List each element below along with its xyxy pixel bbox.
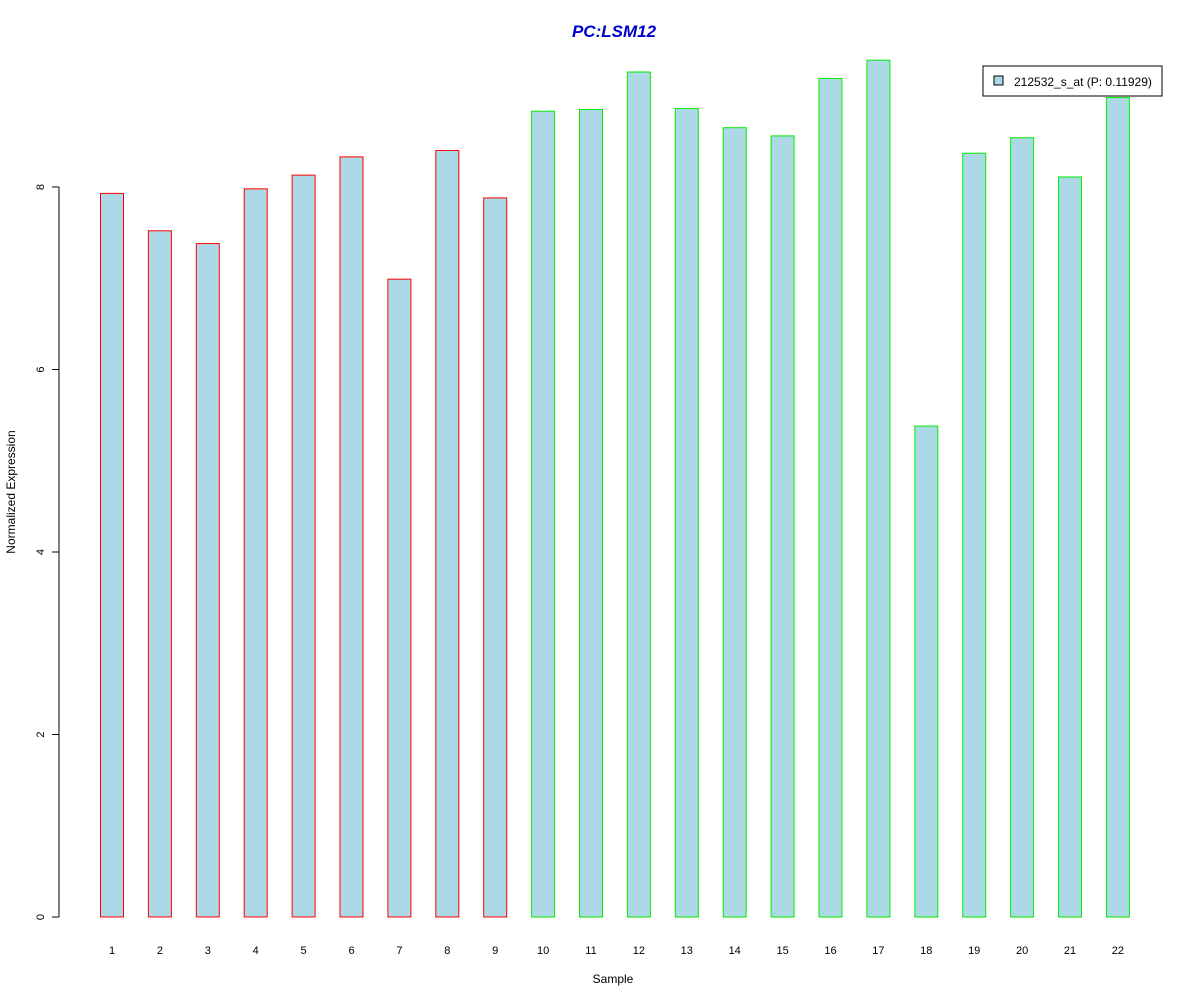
x-tick-label: 22 (1112, 945, 1124, 957)
bar-sample-7 (387, 278, 412, 918)
x-tick-label: 18 (920, 945, 932, 957)
x-tick-label: 21 (1064, 945, 1076, 957)
x-tick-label: 9 (492, 945, 498, 957)
x-tick-label: 8 (444, 945, 450, 957)
y-tick-label: 2 (35, 731, 47, 737)
x-tick-label: 10 (537, 945, 549, 957)
bar-sample-1 (100, 192, 124, 918)
bar-sample-9 (483, 197, 508, 918)
x-tick-label: 2 (157, 945, 163, 957)
x-tick-label: 14 (729, 945, 741, 957)
x-tick-label: 15 (776, 945, 788, 957)
bar-sample-10 (531, 110, 556, 918)
x-tick-label: 5 (301, 945, 307, 957)
bar-sample-20 (1010, 137, 1035, 918)
chart-title: PC:LSM12 (572, 22, 657, 41)
bars (100, 59, 1130, 918)
x-axis-label: Sample (593, 972, 634, 986)
x-tick-label: 3 (205, 945, 211, 957)
bar-sample-4 (243, 188, 268, 918)
y-tick-label: 0 (35, 914, 47, 920)
x-tick-label: 19 (968, 945, 980, 957)
x-tick-label: 12 (633, 945, 645, 957)
bar-sample-12 (626, 71, 651, 918)
x-tick-labels: 1 2 3 4 5 6 7 8 9 10 11 12 13 14 15 16 17 18 19 20 21 22 (109, 945, 1124, 957)
legend-box (982, 65, 1163, 97)
bar-sample-15 (770, 135, 795, 918)
y-axis: 0 2 4 6 8 (35, 184, 60, 920)
y-tick-label: 4 (35, 549, 47, 555)
y-tick-label: 8 (35, 184, 47, 190)
bar-sample-3 (195, 243, 220, 918)
bar-sample-17 (866, 59, 891, 918)
bar-sample-8 (435, 150, 460, 918)
bar-sample-5 (291, 174, 316, 918)
bar-sample-6 (339, 156, 364, 918)
y-tick-label: 6 (35, 366, 47, 372)
y-axis-label: Normalized Expression (4, 430, 18, 553)
bar-sample-18 (914, 425, 939, 918)
legend-swatch (993, 75, 1004, 86)
legend-label: 212532_s_at (P: 0.11929) (1014, 75, 1152, 89)
x-tick-label: 16 (824, 945, 836, 957)
bar-sample-14 (722, 127, 747, 918)
bar-sample-2 (147, 230, 172, 918)
bar-sample-21 (1058, 176, 1082, 918)
x-tick-label: 1 (109, 945, 115, 957)
bar-sample-16 (818, 77, 843, 918)
x-tick-label: 4 (253, 945, 259, 957)
x-tick-label: 20 (1016, 945, 1028, 957)
x-tick-label: 7 (396, 945, 402, 957)
legend: 212532_s_at (P: 0.11929) (982, 65, 1163, 97)
x-tick-label: 11 (585, 945, 596, 957)
bar-sample-11 (579, 108, 603, 918)
bar-sample-13 (674, 108, 699, 918)
x-tick-label: 17 (872, 945, 884, 957)
x-tick-label: 6 (348, 945, 354, 957)
x-tick-label: 13 (681, 945, 693, 957)
bar-sample-22 (1105, 97, 1130, 918)
bar-sample-19 (962, 152, 987, 918)
